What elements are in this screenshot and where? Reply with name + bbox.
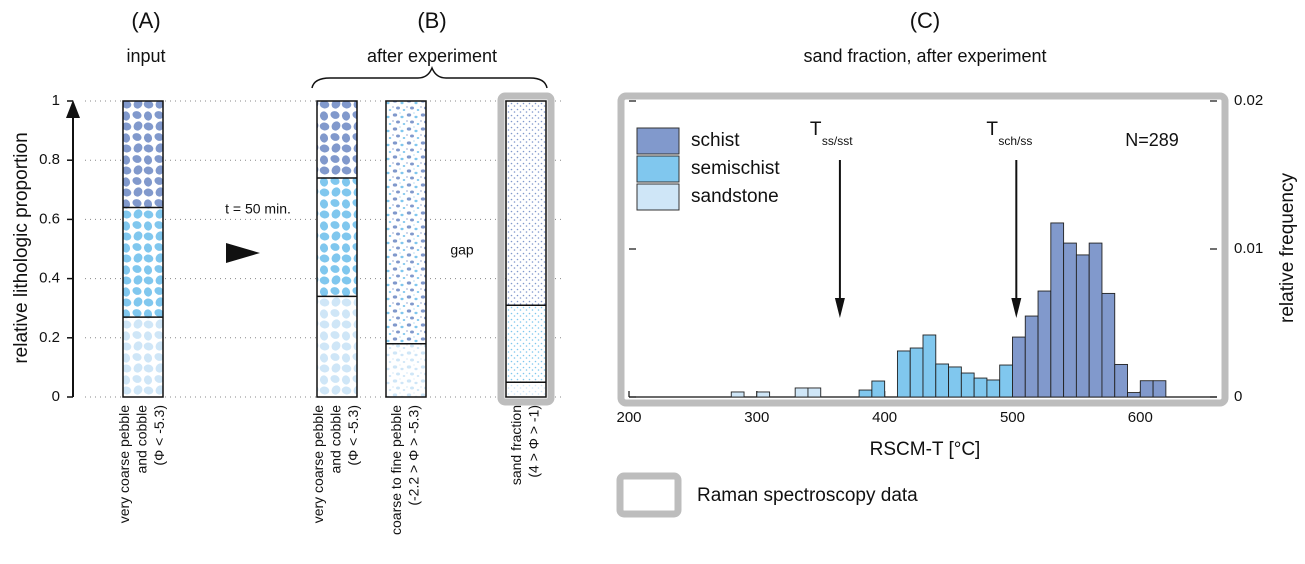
bar [1012, 337, 1025, 397]
bar [923, 335, 936, 397]
bar [910, 348, 923, 397]
y-tick-label: 0.02 [1234, 92, 1263, 109]
y-tick-label: 0.4 [39, 270, 60, 287]
bar [974, 378, 987, 397]
y-tick-label: 0.6 [39, 210, 60, 227]
x-tick-label: 500 [1000, 409, 1025, 426]
frame-legend-swatch [620, 476, 678, 514]
bar [1102, 293, 1115, 397]
bar [872, 381, 885, 397]
bar [961, 373, 974, 397]
column-label: coarse to fine pebble [388, 405, 404, 535]
column-label: (Φ < -5.3) [151, 405, 167, 466]
column-segment [506, 305, 546, 382]
column-segment [317, 178, 357, 296]
figure: (A) input (B) after experiment (C) sand … [0, 0, 1305, 564]
y-tick-label: 1 [52, 92, 60, 109]
panel-title: after experiment [367, 46, 497, 66]
panel-title: sand fraction, after experiment [803, 46, 1046, 66]
threshold-subscript: ss/sst [822, 134, 853, 148]
y-tick-label: 0.01 [1234, 240, 1263, 257]
bar [1038, 291, 1051, 397]
time-arrow [226, 243, 260, 263]
bar [1153, 381, 1166, 397]
y-axis-title: relative lithologic proportion [11, 132, 32, 363]
column-label: and cobble [328, 405, 344, 474]
arrow-label: t = 50 min. [225, 201, 291, 217]
threshold-label: T [986, 119, 998, 140]
x-tick-label: 600 [1128, 409, 1153, 426]
bar [949, 367, 962, 397]
bar [1089, 243, 1102, 397]
column-segment [386, 344, 426, 397]
y-tick-label: 0 [52, 388, 60, 405]
column-segment [123, 101, 163, 208]
column-segment [123, 208, 163, 318]
panel-label: (A) [131, 8, 160, 33]
y-axis-title: relative frequency [1277, 173, 1298, 323]
bar [1051, 223, 1064, 397]
arrowhead [1011, 298, 1021, 318]
panel-label: (C) [910, 8, 941, 33]
bar [1076, 255, 1089, 397]
bar [1000, 365, 1013, 397]
x-tick-label: 300 [744, 409, 769, 426]
bar [1128, 393, 1141, 397]
bar [795, 388, 808, 397]
legend-label: semischist [691, 158, 780, 179]
column-label: very coarse pebble [116, 405, 132, 524]
bar [987, 380, 1000, 397]
bracket [312, 68, 547, 88]
column-label: (-2.2 > Φ > -5.3) [405, 405, 421, 506]
column-label: (Φ < -5.3) [345, 405, 361, 466]
bar [1115, 364, 1128, 397]
panel-title: input [126, 46, 165, 66]
legend-swatch [637, 128, 679, 154]
bar [1025, 316, 1038, 397]
legend-label: schist [691, 130, 740, 151]
threshold-subscript: sch/ss [998, 134, 1032, 148]
column-segment [317, 101, 357, 178]
x-tick-label: 200 [616, 409, 641, 426]
gap-label: gap [450, 242, 474, 258]
bar [897, 351, 910, 397]
column-label: and cobble [134, 405, 150, 474]
bar [859, 390, 872, 397]
column-segment [506, 101, 546, 305]
bar [936, 364, 949, 397]
column-segment [506, 382, 546, 397]
y-tick-label: 0.2 [39, 329, 60, 346]
bar [1140, 381, 1153, 397]
frame-legend-label: Raman spectroscopy data [697, 485, 918, 506]
column-label: very coarse pebble [310, 405, 326, 524]
x-tick-label: 400 [872, 409, 897, 426]
bar [1064, 243, 1077, 397]
axis-arrowhead [66, 100, 80, 118]
legend-swatch [637, 184, 679, 210]
threshold-label: T [810, 119, 822, 140]
column-segment [317, 296, 357, 397]
y-tick-label: 0 [1234, 388, 1242, 405]
x-axis-title: RSCM-T [°C] [870, 439, 981, 460]
bar [731, 392, 744, 397]
bar [808, 388, 821, 397]
arrowhead [835, 298, 845, 318]
y-tick-label: 0.8 [39, 151, 60, 168]
column-label: sand fraction [508, 405, 524, 485]
legend-label: sandstone [691, 186, 779, 207]
panel-label: (B) [417, 8, 446, 33]
bar [757, 392, 770, 397]
column-segment [386, 101, 426, 344]
legend-swatch [637, 156, 679, 182]
note: N=289 [1125, 130, 1179, 150]
column-segment [123, 317, 163, 397]
column-label: (4 > Φ > -1) [525, 405, 541, 478]
